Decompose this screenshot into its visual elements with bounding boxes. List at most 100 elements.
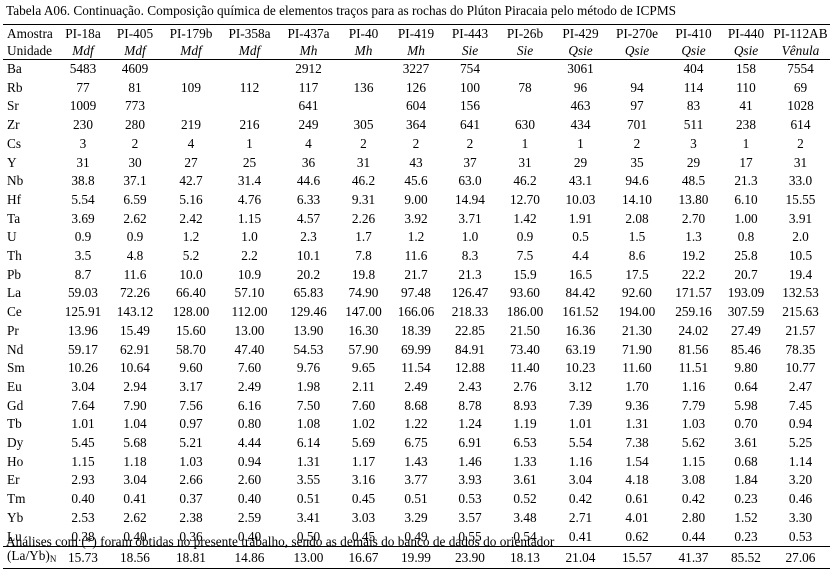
value-cell: 37.1 (123, 173, 147, 189)
value-cell: 37 (463, 154, 477, 170)
value-cell: 8.3 (461, 248, 479, 264)
sample-header-cell: PI-358a (220, 24, 279, 42)
value-cell: 13.96 (68, 322, 98, 338)
value-cell: 3.12 (568, 378, 593, 394)
table-row: Tb 1.01 1.04 0.97 0.80 1.08 1.02 1.22 1.24 1.19 1.… (3, 415, 830, 434)
value-cell: 0.64 (734, 378, 758, 394)
value-cell: 0.5 (572, 229, 589, 245)
value-cell: 41 (739, 98, 753, 114)
value-cell: 0.8 (737, 229, 755, 245)
value-cell: 21.7 (404, 266, 428, 282)
value-cell: 0.9 (516, 229, 534, 245)
table-row: Hf 5.54 6.59 5.16 4.76 6.33 9.31 9.00 14.94 12.70… (3, 191, 830, 210)
value-cell: 10.03 (565, 191, 596, 207)
element-label: Ta (7, 210, 21, 226)
value-cell: 2.80 (681, 509, 706, 525)
value-cell: 29 (573, 154, 588, 170)
value-cell: 1.91 (568, 210, 593, 226)
value-cell (608, 58, 666, 79)
value-cell (220, 97, 279, 116)
value-cell: 1.84 (734, 472, 758, 488)
value-cell: 2.3 (300, 229, 317, 245)
value-cell: 57.10 (234, 285, 265, 301)
value-cell: 1.08 (296, 416, 321, 432)
value-cell: 2.62 (123, 210, 147, 226)
value-cell: 22.85 (455, 322, 485, 338)
value-cell: 1028 (787, 98, 814, 114)
element-label: Hf (7, 191, 22, 207)
value-cell: 35 (630, 154, 644, 170)
unit-header-cell: Mh (299, 43, 318, 58)
value-cell: 1.43 (404, 453, 428, 469)
value-cell: 10.23 (565, 360, 596, 376)
value-cell: 630 (515, 117, 535, 133)
table-row: Th 3.5 4.8 5.2 2.2 10.1 7.8 11.6 8.3 7.5 4.4 8.6 19.… (3, 247, 830, 266)
value-cell: 29 (686, 154, 701, 170)
value-cell: 259.16 (675, 304, 712, 320)
value-cell: 1.15 (681, 453, 706, 469)
value-cell: 1.2 (407, 229, 425, 245)
value-cell: 17.5 (625, 266, 649, 282)
value-cell (162, 97, 220, 116)
value-cell: 2.60 (237, 472, 262, 488)
value-cell: 97 (630, 98, 644, 114)
value-cell: 3.92 (404, 210, 428, 226)
value-cell: 641 (460, 117, 480, 133)
value-cell: 0.41 (568, 528, 593, 544)
table-row: Pr 13.96 15.49 15.60 13.00 13.90 16.30 18.39 22.… (3, 322, 830, 341)
value-cell: 3.48 (513, 509, 537, 525)
value-cell: 364 (406, 117, 426, 133)
value-cell: 1.01 (568, 416, 593, 432)
value-cell: 0.53 (458, 491, 482, 507)
value-cell: 31.4 (237, 173, 262, 189)
value-cell: 511 (683, 117, 704, 133)
value-cell: 216 (239, 117, 260, 133)
element-label: Nb (7, 173, 24, 189)
element-label: Tb (7, 416, 22, 432)
value-cell: 16.5 (568, 266, 593, 282)
value-cell: 112.00 (231, 304, 268, 320)
value-cell: 7.60 (237, 360, 262, 376)
value-cell: 128.00 (172, 304, 210, 320)
value-cell: 59.17 (68, 341, 98, 357)
value-cell: 5.62 (681, 435, 706, 451)
value-cell: 171.57 (675, 285, 712, 301)
value-cell: 0.55 (458, 528, 482, 544)
value-cell: 10.0 (179, 266, 203, 282)
sample-header-cell: PI-405 (108, 24, 162, 42)
value-cell: 81 (128, 79, 142, 95)
value-cell: 6.75 (404, 435, 428, 451)
value-cell: 94.6 (625, 173, 649, 189)
value-cell: 1.98 (296, 378, 321, 394)
table-row: Ba 5483 4609 2912 3227 754 3061 404 158 7554 (3, 58, 830, 79)
value-cell: 25.8 (734, 248, 758, 264)
value-cell: 81.56 (678, 341, 709, 357)
value-cell: 11.40 (510, 360, 540, 376)
value-cell: 3.30 (788, 509, 813, 525)
value-cell: 8.7 (74, 266, 92, 282)
value-cell: 2.53 (71, 509, 95, 525)
value-cell: 5.21 (179, 435, 203, 451)
element-label: La (7, 285, 22, 301)
value-cell (497, 58, 553, 79)
value-cell: 1.03 (179, 453, 203, 469)
value-cell: 43.1 (568, 173, 593, 189)
value-cell: 0.36 (179, 528, 203, 544)
value-cell: 9.76 (296, 360, 321, 376)
unit-header-cell: Mh (407, 43, 425, 58)
value-cell: 641 (298, 98, 319, 114)
value-cell: 15.9 (513, 266, 537, 282)
sample-header-cell: PI-410 (666, 24, 721, 42)
value-cell: 129.46 (290, 304, 327, 320)
value-cell: 1.70 (625, 378, 649, 394)
value-cell: 136 (353, 79, 374, 95)
value-cell: 3.08 (681, 472, 706, 488)
value-cell: 117 (298, 79, 319, 95)
value-cell: 0.53 (788, 528, 813, 544)
value-cell: 2.0 (792, 229, 809, 245)
unit-header-cell: Vênula (781, 43, 820, 58)
table-row: La 59.03 72.26 66.40 57.10 65.83 74.90 97.48 126… (3, 284, 830, 303)
value-cell: 2.47 (788, 378, 813, 394)
value-cell: 5.68 (123, 435, 147, 451)
value-cell: 6.16 (237, 397, 262, 413)
